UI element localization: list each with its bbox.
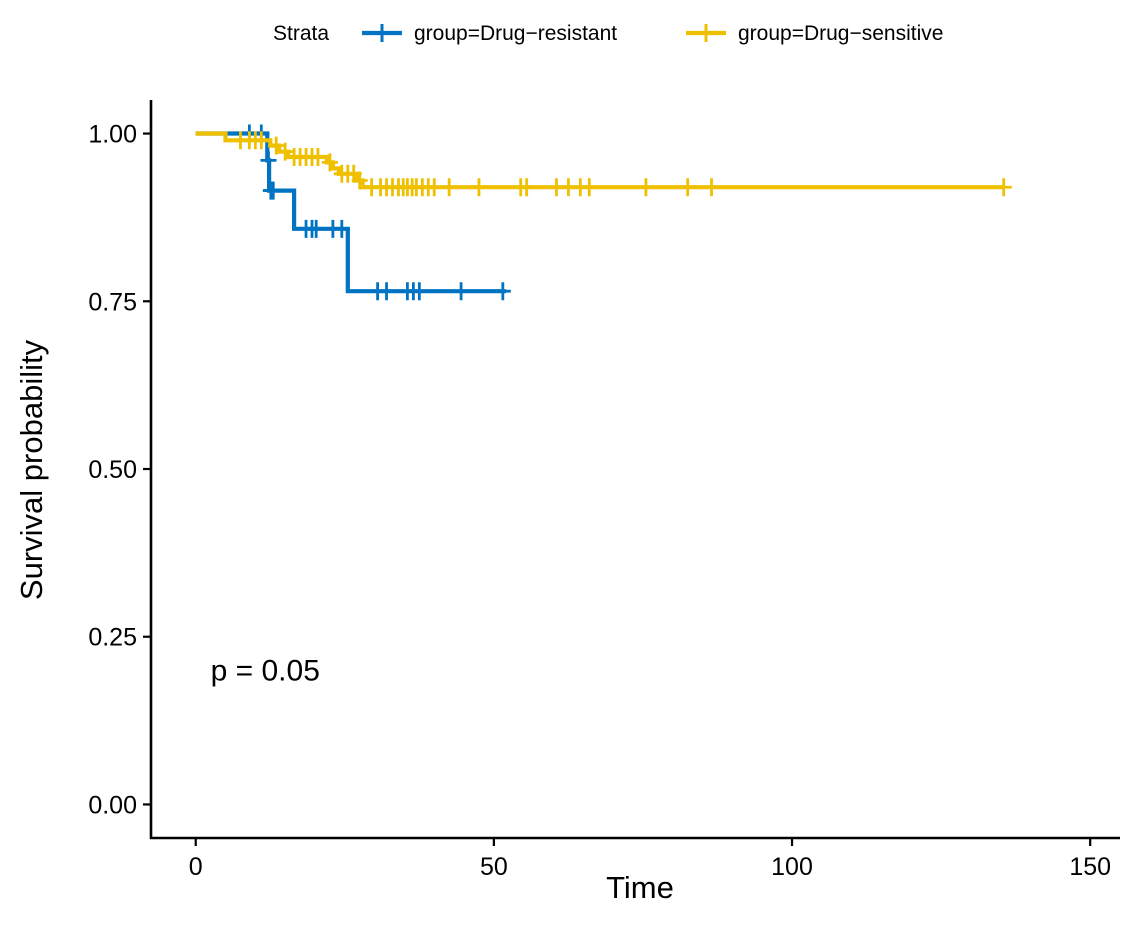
censor-mark bbox=[333, 219, 350, 238]
censor-mark bbox=[637, 178, 654, 197]
censor-mark bbox=[308, 219, 325, 238]
censor-mark bbox=[703, 178, 720, 197]
censor-mark bbox=[441, 178, 458, 197]
censor-mark bbox=[260, 151, 277, 170]
censor-mark bbox=[253, 131, 270, 150]
y-tick-label: 0.25 bbox=[88, 624, 137, 652]
y-tick-label: 0.00 bbox=[88, 791, 137, 819]
legend-label: group=Drug−sensitive bbox=[738, 22, 943, 45]
censor-mark bbox=[321, 153, 338, 172]
x-tick-label: 50 bbox=[480, 853, 508, 881]
legend: Strata group=Drug−resistant group=Drug−se… bbox=[273, 22, 943, 45]
x-tick-label: 0 bbox=[189, 853, 203, 881]
p-value-annotation: p = 0.05 bbox=[211, 654, 320, 687]
series-drug-sensitive bbox=[195, 131, 1012, 197]
censor-mark bbox=[351, 171, 368, 190]
censor-mark bbox=[518, 178, 535, 197]
x-tick-label: 100 bbox=[771, 853, 813, 881]
censor-mark bbox=[995, 178, 1012, 197]
y-tick-label: 1.00 bbox=[88, 121, 137, 149]
censor-mark bbox=[378, 282, 395, 301]
censor-mark bbox=[411, 282, 428, 301]
censor-mark bbox=[426, 178, 443, 197]
censor-mark bbox=[277, 142, 294, 161]
censor-mark bbox=[265, 181, 282, 200]
censor-mark bbox=[470, 178, 487, 197]
legend-item: group=Drug−sensitive bbox=[686, 22, 943, 45]
censor-mark bbox=[581, 178, 598, 197]
survival-curve bbox=[195, 131, 506, 294]
censor-mark bbox=[309, 148, 326, 167]
x-axis-title: Time bbox=[606, 870, 674, 905]
y-tick-label: 0.75 bbox=[88, 288, 137, 316]
censor-mark bbox=[268, 136, 285, 155]
x-tick-label: 150 bbox=[1069, 853, 1111, 881]
legend-item: group=Drug−resistant bbox=[362, 22, 617, 45]
censor-mark bbox=[453, 282, 470, 301]
legend-title: Strata bbox=[273, 22, 329, 45]
censor-mark bbox=[679, 178, 696, 197]
y-axis-title: Survival probability bbox=[14, 339, 49, 600]
y-tick-label: 0.50 bbox=[88, 456, 137, 484]
censor-mark bbox=[494, 282, 511, 301]
series-drug-resistant bbox=[195, 124, 511, 301]
legend-label: group=Drug−resistant bbox=[414, 22, 617, 45]
axes: 0.00 0.25 0.50 0.75 1.00 0 50 100 150 bbox=[88, 100, 1120, 881]
plot-area: p = 0.05 bbox=[195, 124, 1012, 687]
